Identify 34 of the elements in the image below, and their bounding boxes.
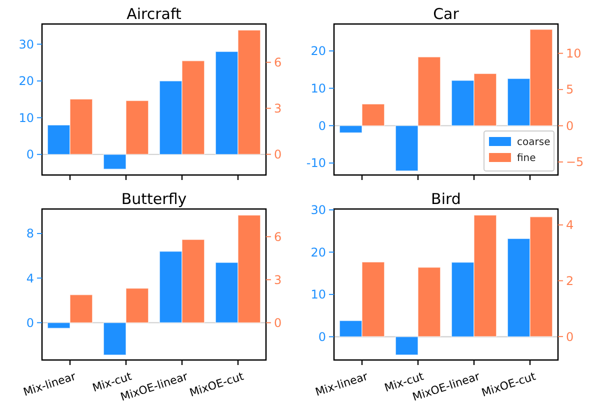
y2-tick-label: 6 bbox=[274, 56, 282, 70]
y2-tick-label: −5 bbox=[566, 155, 584, 170]
y-tick-label: 4 bbox=[26, 271, 34, 286]
y-tick-label: 0 bbox=[318, 330, 326, 344]
chart-title: Bird bbox=[431, 190, 461, 208]
y2-tick-label: 3 bbox=[274, 272, 282, 287]
y-tick-label: 10 bbox=[18, 110, 34, 125]
y-tick-label: 20 bbox=[310, 245, 326, 260]
legend-label: fine bbox=[517, 153, 536, 164]
y2-tick-label: 0 bbox=[566, 330, 574, 344]
y-tick-label: 30 bbox=[18, 37, 34, 52]
y2-tick-label: 0 bbox=[274, 148, 282, 162]
y2-tick-label: 10 bbox=[566, 46, 582, 61]
y2-tick-label: 2 bbox=[566, 274, 574, 288]
chart-title: Aircraft bbox=[126, 5, 182, 23]
y-tick-label: 0 bbox=[318, 118, 326, 133]
y-tick-label: 8 bbox=[26, 226, 34, 241]
y-tick-label: 20 bbox=[18, 74, 34, 88]
y2-tick-label: 5 bbox=[566, 82, 574, 97]
y2-tick-label: 0 bbox=[566, 118, 574, 133]
y2-tick-label: 3 bbox=[274, 102, 282, 116]
y2-tick-label: 0 bbox=[274, 316, 282, 330]
chart-title: Car bbox=[433, 5, 460, 23]
y2-tick-label: 6 bbox=[274, 230, 282, 244]
legend-label: coarse bbox=[517, 137, 550, 148]
y-tick-label: 0 bbox=[26, 148, 34, 162]
y-tick-label: 30 bbox=[310, 203, 326, 218]
y-tick-label: 0 bbox=[26, 316, 34, 330]
y-tick-label: 10 bbox=[310, 288, 326, 302]
y-tick-label: -10 bbox=[306, 156, 326, 170]
y2-tick-label: 4 bbox=[566, 218, 574, 232]
chart-title: Butterfly bbox=[121, 190, 187, 208]
y-tick-label: 10 bbox=[310, 81, 326, 96]
y-tick-label: 20 bbox=[310, 44, 326, 58]
